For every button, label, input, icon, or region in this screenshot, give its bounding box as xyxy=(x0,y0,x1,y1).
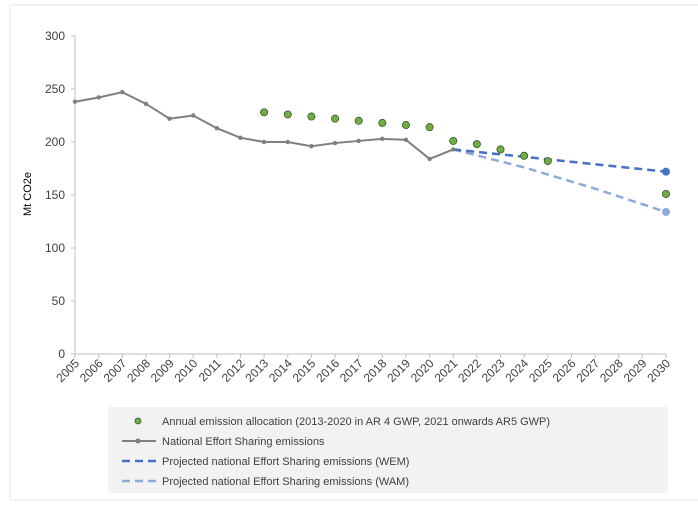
x-tick-label: 2013 xyxy=(242,356,271,385)
legend-label: National Effort Sharing emissions xyxy=(162,436,325,448)
x-tick-label: 2012 xyxy=(219,356,248,385)
x-tick-label: 2011 xyxy=(196,356,224,384)
allocation-point xyxy=(307,112,316,121)
allocation-point xyxy=(543,157,552,166)
national-emissions-point xyxy=(332,140,338,146)
national-emissions-point xyxy=(143,101,149,107)
national-emissions-point xyxy=(309,144,314,149)
series-group xyxy=(72,89,671,216)
x-tick-label: 2028 xyxy=(597,356,626,385)
y-tick-label: 150 xyxy=(45,188,65,202)
allocation-point xyxy=(496,145,505,154)
x-tick-label: 2026 xyxy=(550,356,579,385)
allocation-point xyxy=(354,116,363,125)
national-emissions-point xyxy=(403,137,409,143)
allocation-point xyxy=(425,123,434,132)
allocation-point xyxy=(472,140,481,149)
national-emissions-point xyxy=(285,139,290,145)
x-tick-label: 2015 xyxy=(290,356,319,385)
wam-end-marker xyxy=(662,207,670,216)
wem-projection-line xyxy=(453,148,667,173)
x-tick-label: 2025 xyxy=(526,356,555,385)
y-tick-label: 100 xyxy=(45,241,65,255)
allocation-point xyxy=(449,136,458,145)
national-emissions-point xyxy=(120,89,125,95)
y-axis-title: Mt CO2e xyxy=(22,172,34,216)
y-tick-labels: 0 50 100 150 200 250 300 xyxy=(45,29,65,361)
national-emissions-point xyxy=(451,147,456,152)
x-tick-label: 2009 xyxy=(148,356,177,385)
national-emissions-point xyxy=(427,156,432,162)
national-emissions-point xyxy=(96,95,101,100)
wam-projection-line xyxy=(452,148,667,214)
x-tick-label: 2022 xyxy=(455,356,484,385)
x-tick-label: 2029 xyxy=(621,356,650,385)
wem-end-marker xyxy=(662,167,670,176)
x-tick-label: 2023 xyxy=(479,356,508,385)
legend-label: Annual emission allocation (2013-2020 in… xyxy=(162,416,550,428)
allocation-point xyxy=(260,108,269,117)
x-tick-label: 2008 xyxy=(124,356,153,385)
x-tick-label: 2010 xyxy=(172,356,201,385)
legend-background xyxy=(108,407,668,493)
x-tick-labels: 2005200620072008200920102011201220132014… xyxy=(53,356,673,385)
national-emissions-point xyxy=(214,126,220,131)
y-tick-label: 250 xyxy=(45,82,65,96)
allocation-point xyxy=(520,151,529,160)
legend: Annual emission allocation (2013-2020 in… xyxy=(108,407,668,493)
national-emissions-line xyxy=(74,91,454,161)
allocation-point xyxy=(662,189,671,198)
allocation-point xyxy=(401,121,410,130)
x-tick-label: 2006 xyxy=(77,356,106,385)
x-tick-label: 2019 xyxy=(384,356,413,385)
national-emissions-point xyxy=(356,138,361,144)
legend-national-marker xyxy=(135,438,141,444)
national-emissions-point xyxy=(191,113,196,118)
national-emissions-point xyxy=(261,139,267,145)
x-tick-label: 2014 xyxy=(266,356,295,385)
allocation-point xyxy=(283,110,292,119)
legend-label: Projected national Effort Sharing emissi… xyxy=(162,456,409,468)
x-tick-label: 2007 xyxy=(101,356,130,385)
x-tick-label: 2018 xyxy=(361,356,390,385)
allocation-point xyxy=(331,114,340,123)
y-tick-label: 50 xyxy=(52,294,66,308)
y-tick-label: 200 xyxy=(45,135,65,149)
x-tick-label: 2021 xyxy=(432,356,461,385)
allocation-point xyxy=(378,118,387,127)
x-tick-label: 2027 xyxy=(573,356,602,385)
x-tick-label: 2017 xyxy=(337,356,366,385)
legend-label: Projected national Effort Sharing emissi… xyxy=(162,476,409,488)
legend-allocation-marker xyxy=(134,417,142,425)
x-tick-label: 2024 xyxy=(502,356,531,385)
national-emissions-point xyxy=(72,99,78,104)
national-emissions-point xyxy=(238,135,243,140)
y-tick-label: 0 xyxy=(58,347,65,361)
axes-group xyxy=(71,35,667,358)
national-emissions-point xyxy=(380,136,385,142)
x-tick-label: 2020 xyxy=(408,356,437,385)
x-tick-label: 2016 xyxy=(313,356,342,385)
y-tick-label: 300 xyxy=(45,29,65,43)
x-tick-label: 2030 xyxy=(644,356,673,385)
national-emissions-point xyxy=(167,116,172,121)
